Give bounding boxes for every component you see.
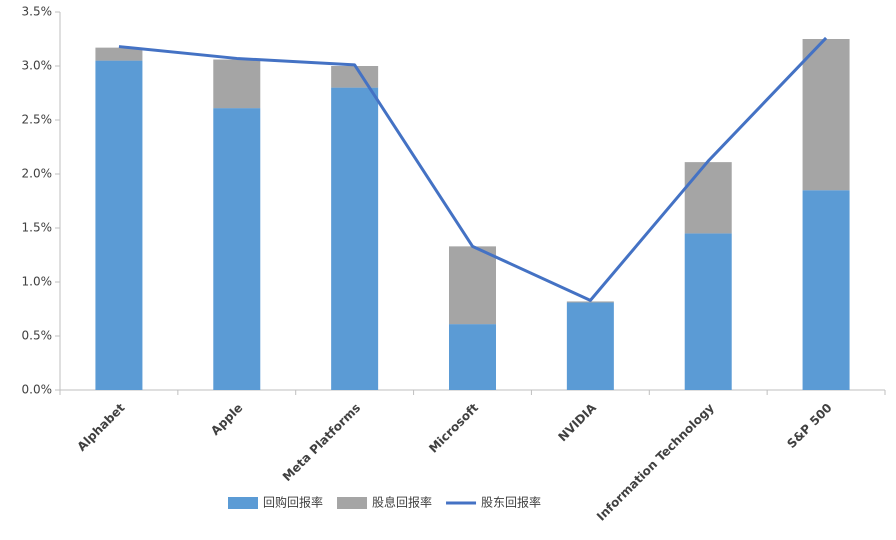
y-tick-label: 1.5% (22, 221, 53, 235)
legend-label: 回购回报率 (263, 495, 323, 510)
bar (802, 39, 850, 191)
legend-label: 股东回报率 (481, 495, 541, 510)
bar (684, 233, 732, 390)
x-tick-label: Apple (208, 401, 245, 438)
x-tick-label: S&P 500 (784, 401, 834, 451)
x-tick-label: NVIDIA (555, 400, 599, 444)
bar (449, 246, 496, 325)
bar (566, 302, 614, 390)
bar (213, 59, 261, 109)
legend-swatch (228, 497, 258, 509)
y-tick-label: 0.5% (22, 329, 53, 343)
legend-swatch (337, 497, 368, 509)
y-tick-label: 3.5% (22, 5, 53, 19)
bar (331, 87, 379, 390)
y-tick-label: 3.0% (22, 59, 53, 73)
y-tick-label: 2.5% (22, 113, 53, 127)
y-tick-label: 2.0% (22, 167, 53, 181)
bar (95, 60, 143, 390)
bar (684, 162, 732, 234)
x-tick-label: Microsoft (426, 401, 481, 456)
line (118, 36, 828, 302)
y-tick-label: 0.0% (22, 383, 53, 397)
legend-label: 股息回报率 (372, 495, 432, 510)
bar (449, 324, 496, 390)
x-tick-label: Information Technology (594, 401, 717, 524)
bar (213, 108, 261, 391)
x-tick-label: Alphabet (74, 401, 127, 454)
bar (802, 190, 850, 390)
x-tick-label: Meta Platforms (280, 401, 363, 484)
bar (566, 301, 614, 303)
bar (95, 47, 143, 61)
bar (331, 66, 379, 88)
y-tick-label: 1.0% (22, 275, 53, 289)
